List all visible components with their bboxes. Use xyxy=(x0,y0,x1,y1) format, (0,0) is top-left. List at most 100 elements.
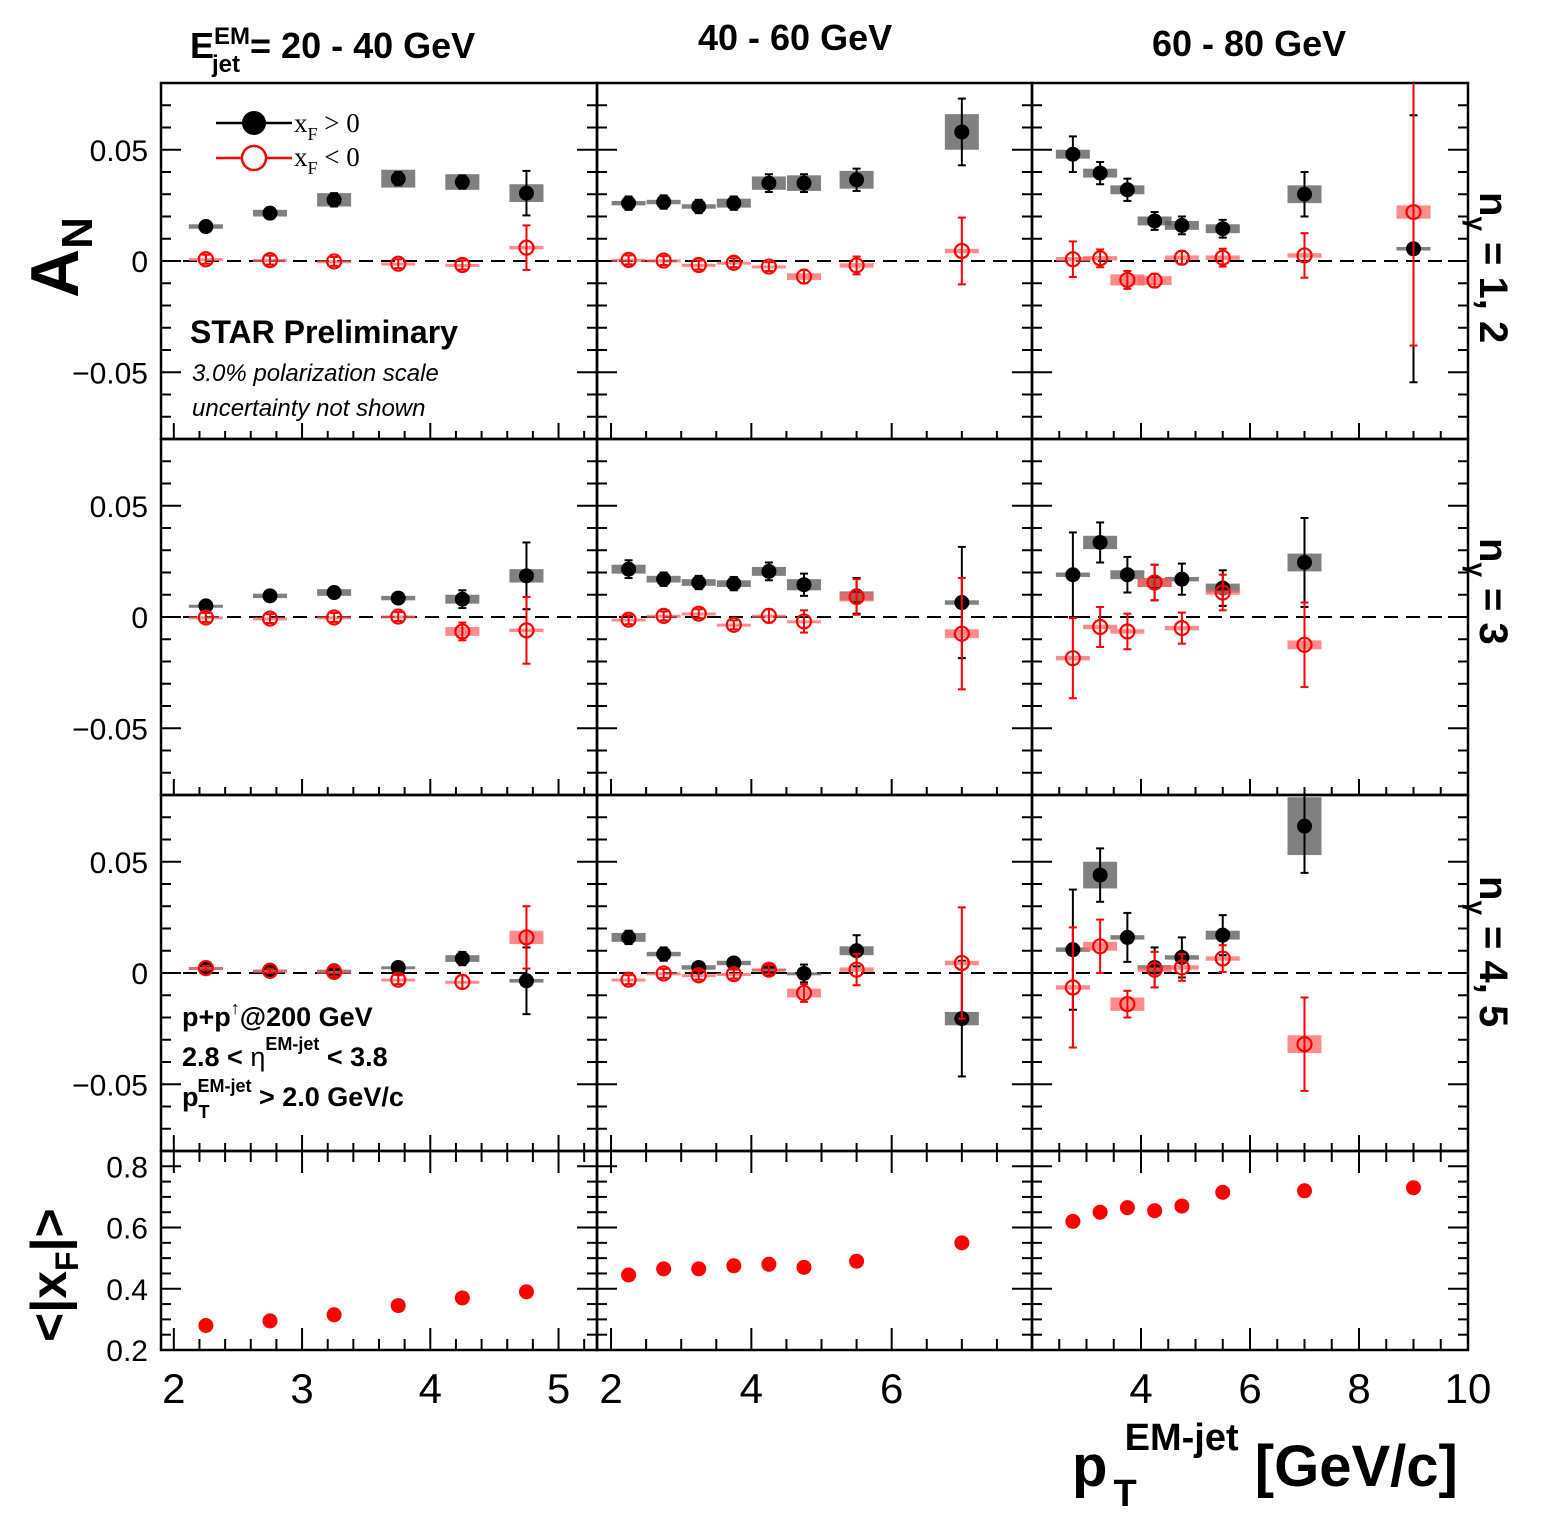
y-tick-label: −0.05 xyxy=(72,357,148,390)
point-xf-negative xyxy=(760,258,777,275)
xf-mean-point xyxy=(1174,1198,1190,1214)
point-xf-negative xyxy=(197,251,214,268)
point-xf-positive xyxy=(390,171,406,187)
point-xf-negative xyxy=(1119,623,1136,640)
point-xf-positive xyxy=(656,194,672,210)
xf-mean-point xyxy=(1092,1204,1108,1220)
x-tick-label: 6 xyxy=(1238,1365,1261,1412)
point-xf-negative xyxy=(454,973,471,991)
xf-mean-point xyxy=(1065,1213,1081,1229)
point-xf-negative xyxy=(197,960,214,977)
point-xf-positive xyxy=(454,951,470,967)
point-xf-negative xyxy=(690,967,707,984)
point-xf-positive xyxy=(621,195,637,211)
xf-mean-point xyxy=(1215,1184,1231,1200)
x-tick-label: 3 xyxy=(290,1365,313,1412)
point-xf-negative xyxy=(1092,938,1109,955)
point-xf-negative xyxy=(390,971,407,988)
point-xf-negative xyxy=(197,609,214,626)
point-xf-positive xyxy=(796,965,812,981)
xf-y-tick-label: 0.8 xyxy=(106,1151,148,1184)
point-xf-positive xyxy=(262,205,278,221)
point-xf-negative xyxy=(518,929,535,946)
point-xf-positive xyxy=(454,591,470,607)
point-xf-negative xyxy=(1296,247,1313,264)
point-xf-positive xyxy=(326,585,342,601)
point-xf-positive xyxy=(1119,929,1135,945)
point-xf-negative xyxy=(760,961,777,978)
point-xf-negative xyxy=(1146,961,1163,978)
panel-frame xyxy=(1030,437,1470,797)
x-tick-label: 4 xyxy=(1129,1365,1152,1412)
point-xf-negative xyxy=(1405,203,1422,221)
point-xf-negative xyxy=(518,622,535,639)
point-xf-negative xyxy=(1064,251,1081,268)
point-xf-negative xyxy=(1173,959,1190,976)
xf-mean-point xyxy=(198,1318,214,1334)
point-xf-positive xyxy=(326,192,342,208)
x-tick-label: 10 xyxy=(1445,1365,1492,1412)
y-tick-label: 0 xyxy=(131,958,148,991)
point-xf-negative xyxy=(655,607,672,624)
plot-layer: 2 3 4 5 2 4 6 4 6 8 10−0.0500.05−0.0500.05−0.0500.… xyxy=(72,81,1492,1412)
kinematics-beam: p+p↑@200 GeV xyxy=(182,998,373,1032)
xf-mean-point xyxy=(518,1284,534,1300)
point-xf-negative xyxy=(848,961,865,978)
point-xf-positive xyxy=(518,185,534,201)
point-xf-negative xyxy=(848,257,865,274)
xf-mean-point xyxy=(1297,1183,1312,1199)
point-xf-positive xyxy=(198,598,214,614)
point-xf-negative xyxy=(655,252,672,269)
row-label-2: nγ = 3 xyxy=(1462,538,1515,645)
point-xf-negative xyxy=(326,609,343,626)
y-tick-label: 0 xyxy=(131,246,148,279)
y-axis-title-an: AN xyxy=(17,217,102,298)
point-xf-negative xyxy=(953,954,970,972)
xf-mean-point xyxy=(954,1235,970,1251)
point-xf-negative xyxy=(725,966,742,983)
x-tick-label: 2 xyxy=(162,1365,185,1412)
panel-frame xyxy=(159,437,599,797)
point-xf-negative xyxy=(326,963,343,980)
xf-y-tick-label: 0.4 xyxy=(106,1274,148,1307)
point-xf-positive xyxy=(262,588,278,604)
point-xf-negative xyxy=(620,251,637,268)
point-xf-negative xyxy=(953,625,970,642)
point-xf-negative xyxy=(261,252,279,269)
point-xf-positive xyxy=(621,929,637,945)
xf-mean-point xyxy=(621,1267,637,1283)
point-xf-negative xyxy=(326,253,343,270)
row-label-1: nγ = 1, 2 xyxy=(1462,192,1515,343)
xf-mean-point xyxy=(849,1253,865,1269)
y-tick-label: 0 xyxy=(131,602,148,635)
xf-mean-point xyxy=(454,1290,470,1306)
point-xf-positive xyxy=(198,219,214,235)
xf-mean-point xyxy=(1119,1200,1135,1216)
point-xf-negative xyxy=(1296,1036,1313,1053)
xf-mean-point xyxy=(761,1256,777,1272)
point-xf-positive xyxy=(796,175,812,191)
point-xf-negative xyxy=(795,984,813,1002)
point-xf-negative xyxy=(518,239,535,256)
polarization-note-line2: uncertainty not shown xyxy=(192,395,425,422)
point-xf-positive xyxy=(518,568,534,584)
y-tick-label: 0.05 xyxy=(90,135,148,168)
point-xf-positive xyxy=(1092,867,1108,883)
point-xf-positive xyxy=(1092,534,1108,550)
x-tick-label: 4 xyxy=(419,1365,442,1412)
xf-mean-point xyxy=(1406,1180,1421,1196)
point-xf-negative xyxy=(454,256,471,274)
point-xf-negative xyxy=(390,608,407,625)
point-xf-negative xyxy=(1119,996,1136,1013)
y-tick-label: 0.05 xyxy=(90,491,148,524)
point-xf-positive xyxy=(390,959,406,975)
point-xf-positive xyxy=(621,561,637,577)
point-xf-positive xyxy=(954,124,970,140)
xf-mean-point xyxy=(796,1259,812,1275)
point-xf-negative xyxy=(1296,636,1313,653)
point-xf-negative xyxy=(1173,620,1190,637)
point-xf-negative xyxy=(620,971,637,988)
point-xf-negative xyxy=(261,962,279,979)
point-xf-positive xyxy=(691,575,707,591)
